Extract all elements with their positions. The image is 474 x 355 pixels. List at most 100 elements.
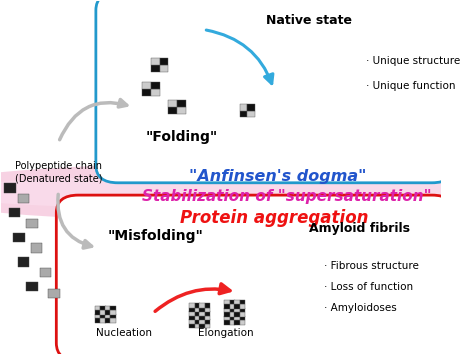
Bar [205,304,210,308]
Bar [31,244,42,252]
Bar [240,104,247,110]
Bar [234,304,240,309]
Text: Native state: Native state [266,14,352,27]
Bar [230,300,236,304]
Bar [13,233,25,242]
Bar [224,304,230,309]
Text: · Fibrous structure: · Fibrous structure [324,261,419,271]
Bar [189,311,195,316]
Bar [195,316,200,320]
Bar [189,319,195,324]
Bar [224,308,230,312]
Bar [199,319,205,324]
Text: · Unique function: · Unique function [366,81,456,91]
Bar [205,308,210,312]
Bar [195,324,200,328]
Bar [240,110,247,117]
Bar [240,312,245,317]
Bar [189,316,195,320]
Bar [205,324,210,328]
Bar [205,316,210,320]
Bar [234,316,240,320]
Bar [230,308,236,312]
Bar [168,100,177,107]
Bar [195,311,200,316]
Bar [168,107,177,114]
Text: Stabilization of "supersaturation": Stabilization of "supersaturation" [142,189,432,204]
Bar [151,82,160,89]
Bar [234,300,240,304]
Bar [234,308,240,312]
Bar [199,308,205,312]
Bar [110,311,116,315]
Text: · Unique structure: · Unique structure [366,56,460,66]
Bar [142,89,151,97]
FancyBboxPatch shape [96,0,454,183]
Bar [230,320,236,324]
Bar [100,314,106,318]
Text: Protein aggregation: Protein aggregation [180,209,368,227]
Bar [195,308,200,312]
Bar [105,318,110,323]
Bar [240,304,245,309]
Bar [151,89,160,97]
Bar [177,100,186,107]
Bar [105,311,110,315]
Bar [100,311,106,315]
Ellipse shape [0,176,474,209]
Bar [240,316,245,320]
Bar [100,306,106,311]
Bar [195,304,200,308]
Bar [18,194,29,203]
Bar [199,324,205,328]
Bar [151,65,160,72]
FancyBboxPatch shape [56,195,454,355]
Bar [224,300,230,304]
Bar [195,319,200,324]
Bar [234,320,240,324]
Bar [247,110,255,117]
Text: · Loss of function: · Loss of function [324,282,413,292]
Bar [189,324,195,328]
Text: Amyloid fibrils: Amyloid fibrils [309,222,410,235]
Bar [110,314,116,318]
Bar [95,311,100,315]
Bar [240,320,245,324]
Bar [189,304,195,308]
Bar [240,308,245,312]
Text: · Amyloidoses: · Amyloidoses [324,303,397,313]
Bar [27,282,38,291]
Bar [247,104,255,110]
Bar [160,65,168,72]
Bar [95,306,100,311]
Bar [224,316,230,320]
Bar [18,257,29,267]
Ellipse shape [0,163,474,222]
Text: Nucleation: Nucleation [96,328,153,338]
Text: "Anfinsen's dogma": "Anfinsen's dogma" [190,169,367,184]
Bar [100,318,106,323]
Text: Polypeptide chain
(Denatured state): Polypeptide chain (Denatured state) [15,162,102,183]
Bar [105,306,110,311]
Bar [9,208,20,217]
Bar [151,58,160,65]
Bar [4,184,16,193]
Text: "Folding": "Folding" [146,130,218,144]
Bar [224,312,230,317]
Bar [205,311,210,316]
Bar [95,314,100,318]
Text: Elongation: Elongation [198,328,253,338]
Bar [230,316,236,320]
Bar [142,82,151,89]
Bar [230,304,236,309]
Bar [105,314,110,318]
Bar [189,308,195,312]
Bar [205,319,210,324]
Bar [40,268,51,277]
Bar [95,318,100,323]
Bar [48,289,60,298]
Bar [240,300,245,304]
Bar [110,306,116,311]
Bar [224,320,230,324]
Bar [230,312,236,317]
